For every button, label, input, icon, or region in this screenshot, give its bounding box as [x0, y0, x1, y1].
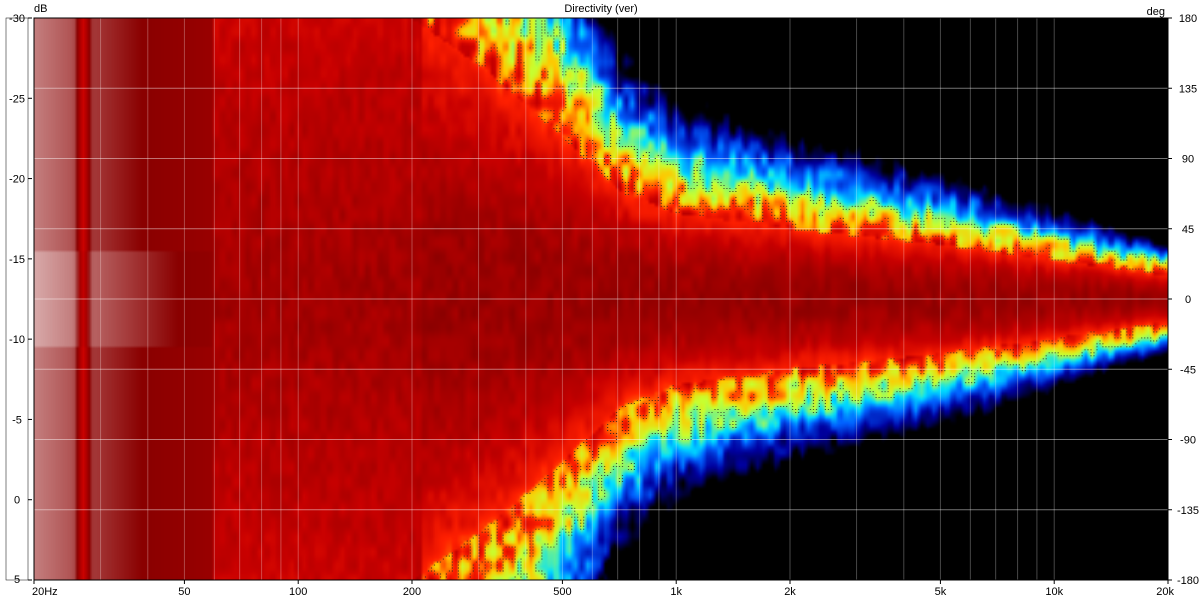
colorbar-tick-label: 5 [14, 574, 20, 586]
x-tick-label: 1k [670, 586, 682, 598]
y-tick-label: 180 [1179, 13, 1197, 25]
contour-minus12db [505, 20, 1167, 578]
y-tick-label: 135 [1179, 83, 1197, 95]
chart-title: Directivity (ver) [564, 3, 637, 15]
heatmap-image [34, 18, 1168, 580]
x-tick-label: 50 [178, 586, 190, 598]
colorbar-ticks: 5 0 -5 -10 -15 -20 -25 -30 [9, 13, 32, 586]
x-tick-label: 100 [289, 586, 307, 598]
colorbar-tick-label: -30 [9, 13, 25, 25]
colorbar-tick-label: 0 [14, 495, 20, 507]
x-tick-label: 20Hz [32, 586, 58, 598]
colorbar-tick-label: -20 [9, 174, 25, 186]
colorbar-tick-label: -15 [9, 254, 25, 266]
colorbar-tick-label: -25 [9, 93, 25, 105]
contour-lines [424, 20, 1167, 578]
colorbar-unit-label: dB [34, 3, 47, 15]
y-tick-label: 0 [1185, 294, 1191, 306]
colorbar-tick-label: -5 [12, 414, 22, 426]
y-tick-label: -180 [1177, 575, 1199, 587]
x-tick-label: 20k [1156, 586, 1174, 598]
y-axis-ticks: 180 135 90 45 0 -45 -90 -135 -180 [1168, 13, 1199, 587]
y-tick-label: 45 [1182, 224, 1194, 236]
x-tick-label: 2k [784, 586, 796, 598]
x-tick-label: 5k [935, 586, 947, 598]
x-tick-label: 10k [1045, 586, 1063, 598]
colorbar-tick-label: -10 [9, 334, 25, 346]
colorbar [5, 17, 29, 581]
grid-lines [34, 18, 1168, 580]
y-axis-unit-label: deg [1147, 6, 1165, 18]
x-tick-label: 200 [403, 586, 421, 598]
y-tick-label: 90 [1182, 154, 1194, 166]
y-tick-label: -45 [1180, 364, 1196, 376]
y-tick-label: -135 [1177, 505, 1199, 517]
x-axis-ticks: 20Hz 50 100 200 500 1k 2k 5k 10k 20k [32, 580, 1174, 598]
y-tick-label: -90 [1180, 435, 1196, 447]
x-tick-label: 500 [553, 586, 571, 598]
contour-minus6db [424, 20, 1167, 578]
